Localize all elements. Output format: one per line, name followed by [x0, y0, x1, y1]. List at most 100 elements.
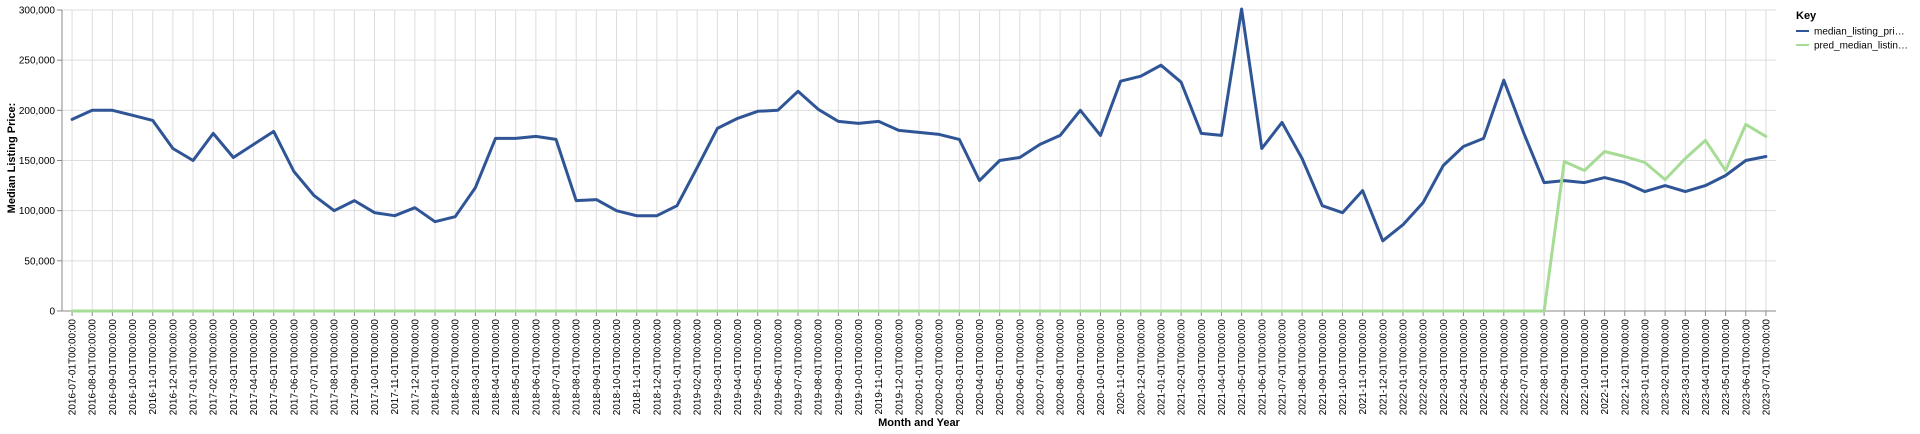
x-tick-label: 2018-07-01T00:00:00: [552, 319, 563, 416]
x-tick-label: 2016-11-01T00:00:00: [148, 319, 159, 415]
x-tick-label: 2016-09-01T00:00:00: [108, 319, 119, 416]
x-tick-label: 2021-08-01T00:00:00: [1298, 319, 1309, 416]
x-tick-label: 2018-12-01T00:00:00: [652, 319, 663, 416]
x-tick-label: 2023-06-01T00:00:00: [1741, 319, 1752, 416]
x-tick-label: 2019-02-01T00:00:00: [693, 319, 704, 416]
x-tick-label: 2022-07-01T00:00:00: [1519, 319, 1530, 416]
legend: Key median_listing_pri… pred_median_listi…: [1796, 10, 1908, 52]
x-tick-label: 2019-12-01T00:00:00: [894, 319, 905, 416]
x-tick-label: 2021-09-01T00:00:00: [1318, 319, 1329, 416]
x-tick-label: 2022-10-01T00:00:00: [1580, 319, 1591, 416]
x-tick-label: 2020-05-01T00:00:00: [995, 319, 1006, 416]
x-tick-label: 2022-03-01T00:00:00: [1439, 319, 1450, 416]
x-tick-label: 2019-07-01T00:00:00: [794, 319, 805, 416]
x-tick-label: 2020-07-01T00:00:00: [1035, 319, 1046, 416]
x-tick-label: 2017-08-01T00:00:00: [330, 319, 341, 416]
x-tick-label: 2017-11-01T00:00:00: [390, 319, 401, 415]
y-tick-label: 200,000: [19, 106, 56, 117]
x-tick-label: 2017-05-01T00:00:00: [269, 319, 280, 416]
x-tick-label: 2019-09-01T00:00:00: [834, 319, 845, 416]
legend-label: median_listing_pri…: [1814, 27, 1905, 38]
x-tick-label: 2017-01-01T00:00:00: [189, 319, 200, 416]
x-tick-label: 2019-10-01T00:00:00: [854, 319, 865, 416]
y-tick-label: 100,000: [19, 206, 56, 217]
x-tick-label: 2023-05-01T00:00:00: [1721, 319, 1732, 416]
y-axis-title: Median Listing Price:: [6, 103, 18, 214]
x-tick-label: 2020-12-01T00:00:00: [1136, 319, 1147, 416]
x-tick-label: 2022-11-01T00:00:00: [1600, 319, 1611, 415]
x-tick-label: 2017-09-01T00:00:00: [350, 319, 361, 416]
x-tick-label: 2023-02-01T00:00:00: [1661, 319, 1672, 416]
x-tick-label: 2017-04-01T00:00:00: [249, 319, 260, 416]
x-tick-label: 2018-06-01T00:00:00: [531, 319, 542, 416]
x-tick-label: 2022-04-01T00:00:00: [1459, 319, 1470, 416]
y-tick-label: 150,000: [19, 156, 56, 167]
x-tick-label: 2016-12-01T00:00:00: [168, 319, 179, 416]
x-tick-label: 2022-02-01T00:00:00: [1419, 319, 1430, 416]
series-line-median-listing-price: [70, 7, 1768, 243]
x-tick-label: 2019-01-01T00:00:00: [673, 319, 684, 416]
x-tick-label: 2022-05-01T00:00:00: [1479, 319, 1490, 416]
legend-label: pred_median_listin…: [1814, 41, 1908, 52]
y-tick-label: 0: [49, 307, 55, 318]
x-tick-label: 2020-02-01T00:00:00: [935, 319, 946, 416]
axes: [57, 9, 1776, 316]
x-tick-label: 2018-05-01T00:00:00: [511, 319, 522, 416]
x-tick-label: 2021-11-01T00:00:00: [1358, 319, 1369, 415]
x-tick-label: 2016-10-01T00:00:00: [128, 319, 139, 416]
x-tick-label: 2016-08-01T00:00:00: [88, 319, 99, 416]
x-tick-label: 2020-11-01T00:00:00: [1116, 319, 1127, 415]
x-tick-label: 2018-10-01T00:00:00: [612, 319, 623, 416]
x-tick-label: 2018-09-01T00:00:00: [592, 319, 603, 416]
x-tick-label: 2019-06-01T00:00:00: [773, 319, 784, 416]
y-tick-label: 50,000: [24, 256, 55, 267]
x-tick-label: 2020-06-01T00:00:00: [1015, 319, 1026, 416]
x-tick-label: 2017-06-01T00:00:00: [289, 319, 300, 416]
x-tick-label: 2019-11-01T00:00:00: [874, 319, 885, 415]
x-tick-label: 2016-07-01T00:00:00: [68, 319, 79, 416]
x-tick-label: 2017-07-01T00:00:00: [310, 319, 321, 416]
x-tick-label: 2018-04-01T00:00:00: [491, 319, 502, 416]
x-tick-label: 2020-09-01T00:00:00: [1076, 319, 1087, 416]
x-tick-label: 2022-06-01T00:00:00: [1499, 319, 1510, 416]
x-tick-label: 2022-09-01T00:00:00: [1560, 319, 1571, 416]
x-tick-label: 2021-05-01T00:00:00: [1237, 319, 1248, 416]
x-tick-label: 2018-02-01T00:00:00: [451, 319, 462, 416]
series-line-pred-median-listing: [70, 122, 1768, 313]
x-tick-label: 2020-10-01T00:00:00: [1096, 319, 1107, 416]
series-lines: [70, 7, 1768, 313]
x-tick-label: 2019-03-01T00:00:00: [713, 319, 724, 416]
x-tick-label: 2021-10-01T00:00:00: [1338, 319, 1349, 416]
x-tick-label: 2023-07-01T00:00:00: [1761, 319, 1772, 416]
grid-lines: [62, 9, 1776, 312]
x-tick-label: 2023-01-01T00:00:00: [1640, 319, 1651, 416]
x-tick-label: 2023-04-01T00:00:00: [1701, 319, 1712, 416]
x-tick-label: 2019-04-01T00:00:00: [733, 319, 744, 416]
x-tick-label: 2017-10-01T00:00:00: [370, 319, 381, 416]
x-tick-label: 2021-07-01T00:00:00: [1277, 319, 1288, 416]
x-tick-label: 2022-12-01T00:00:00: [1620, 319, 1631, 416]
x-tick-label: 2018-11-01T00:00:00: [632, 319, 643, 415]
x-tick-label: 2021-12-01T00:00:00: [1378, 319, 1389, 416]
x-tick-label: 2020-01-01T00:00:00: [915, 319, 926, 416]
tick-labels: 0 50,000 100,000 150,000 200,000 250,000 300,0…: [19, 6, 1773, 416]
x-tick-label: 2021-06-01T00:00:00: [1257, 319, 1268, 416]
x-tick-label: 2020-03-01T00:00:00: [955, 319, 966, 416]
x-axis-title: Month and Year: [878, 417, 960, 429]
x-tick-label: 2021-03-01T00:00:00: [1197, 319, 1208, 416]
x-tick-label: 2020-04-01T00:00:00: [975, 319, 986, 416]
x-tick-label: 2018-03-01T00:00:00: [471, 319, 482, 416]
y-tick-label: 250,000: [19, 56, 56, 67]
x-tick-label: 2022-08-01T00:00:00: [1540, 319, 1551, 416]
x-tick-label: 2021-01-01T00:00:00: [1156, 319, 1167, 416]
x-tick-label: 2021-02-01T00:00:00: [1177, 319, 1188, 416]
x-tick-label: 2023-03-01T00:00:00: [1681, 319, 1692, 416]
x-tick-label: 2017-03-01T00:00:00: [229, 319, 240, 416]
x-tick-label: 2017-12-01T00:00:00: [410, 319, 421, 416]
x-tick-label: 2019-05-01T00:00:00: [753, 319, 764, 416]
x-tick-label: 2018-01-01T00:00:00: [431, 319, 442, 416]
legend-title: Key: [1796, 10, 1817, 22]
x-tick-label: 2017-02-01T00:00:00: [209, 319, 220, 416]
x-tick-label: 2018-08-01T00:00:00: [572, 319, 583, 416]
